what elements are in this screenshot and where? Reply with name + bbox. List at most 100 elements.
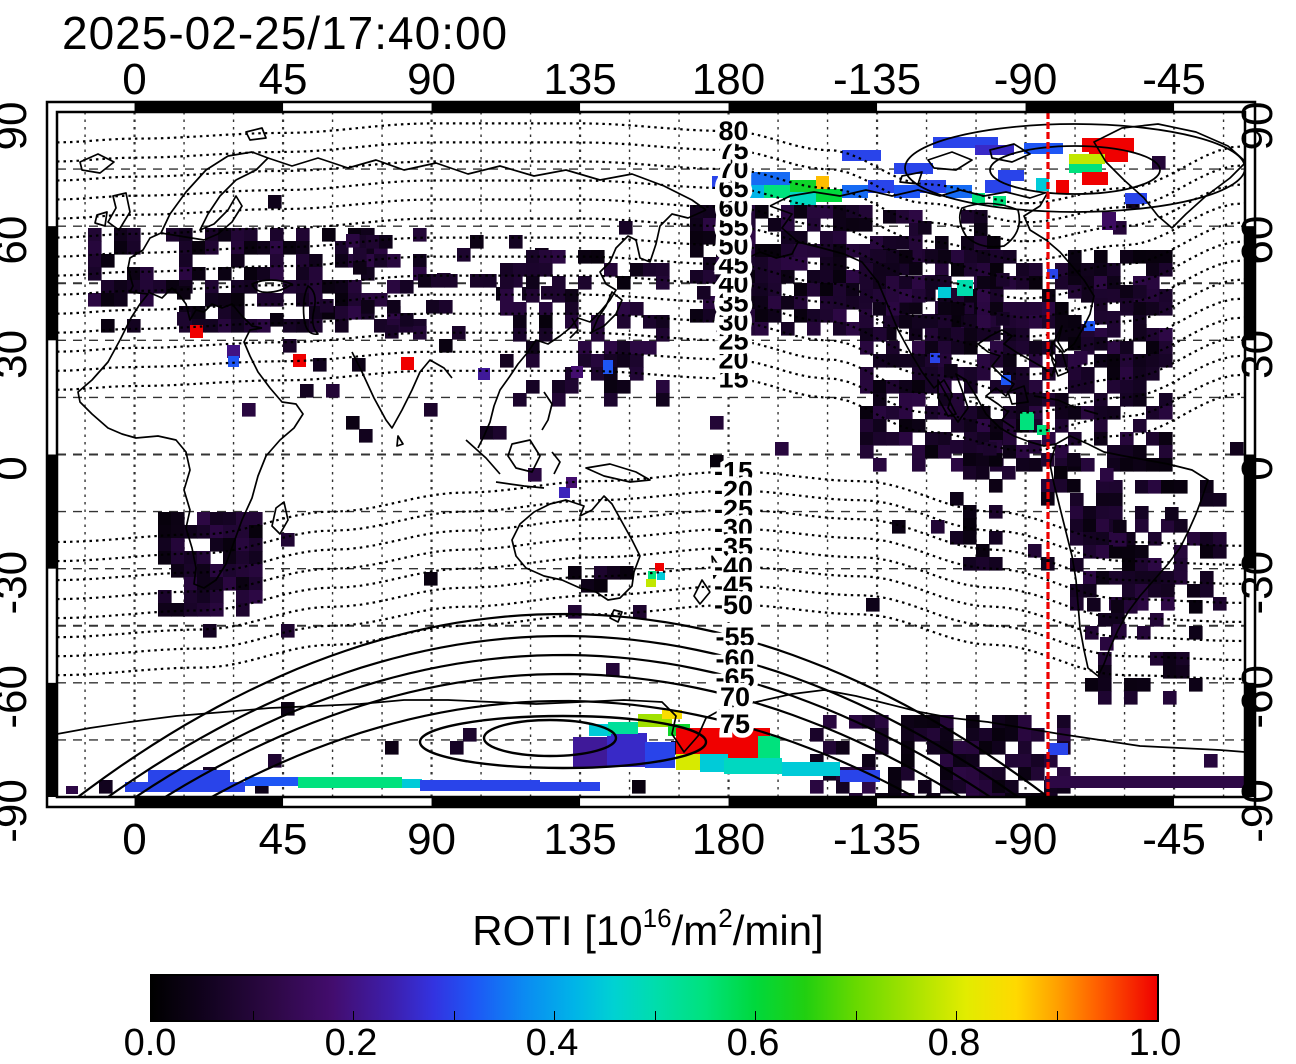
coastline-path [251, 279, 293, 294]
colorbar-tick-label: 1.0 [1128, 1022, 1182, 1064]
plot-title: 2025-02-25/17:40:00 [62, 7, 509, 59]
contour-labels: 1520253035404550556065707580-15-20-25-30… [709, 112, 759, 744]
axis-tick-label: -60 [1233, 665, 1282, 729]
coastline-path [1033, 395, 1077, 409]
axis-tick-label: -90 [994, 55, 1058, 104]
contour-label: 75 [718, 135, 748, 165]
roti-data-cells [66, 137, 1245, 797]
coastline-path [351, 351, 453, 429]
axis-tick-label: 90 [0, 102, 36, 151]
coastline-path [511, 495, 641, 601]
coastline-path [591, 291, 623, 333]
contour-label: 25 [718, 325, 748, 355]
colorbar-minor-tick [855, 1011, 857, 1020]
colorbar-title-exp1: 16 [642, 903, 672, 933]
colorbar-tick-label: 0.8 [927, 1022, 981, 1064]
coastline-path [147, 287, 263, 329]
coastline-path [245, 127, 267, 141]
axis-tick-label: 30 [1233, 330, 1282, 379]
axis-tick-label: 90 [407, 815, 456, 864]
axis-tick-label: 90 [407, 55, 456, 104]
contour-label: -35 [714, 533, 753, 563]
contour-label: -45 [714, 571, 753, 601]
contour-label: 80 [718, 116, 748, 146]
coastline-path [989, 143, 1031, 163]
contour-label: 70 [720, 682, 750, 712]
axis-labels: 0045459090135135180180-135-135-90-90-45-… [0, 55, 1282, 864]
contour-label: -15 [714, 457, 753, 487]
axis-tick-label: 90 [1233, 102, 1282, 151]
coastline-path [711, 555, 721, 579]
axis-tick-label: 45 [259, 55, 308, 104]
coastline-path [495, 481, 545, 489]
coastline-path [271, 501, 289, 535]
contour-label: 30 [718, 306, 748, 336]
contour-label: 70 [718, 154, 748, 184]
coastline-path [958, 202, 1021, 248]
colorbar-minor-tick [554, 1011, 555, 1020]
colorbar-minor-tick [654, 1011, 656, 1020]
coastline-path [899, 171, 923, 185]
coastline-path [609, 609, 623, 623]
axis-tick-label: -90 [1233, 779, 1282, 843]
coastline-path [1051, 341, 1069, 377]
coastline-path [77, 232, 304, 589]
axis-tick-label: -60 [0, 665, 36, 729]
world-map-plot: 0045459090135135180180-135-135-90-90-45-… [0, 55, 1282, 864]
contour-label: 55 [718, 211, 748, 241]
colorbar-title-exp2: 2 [718, 903, 733, 933]
axis-tick-label: -135 [833, 815, 921, 864]
coastline-path [541, 391, 553, 431]
colorbar-title: ROTI [1016/m2/min] [0, 903, 1296, 955]
colorbar-tick-label: 0.2 [324, 1022, 378, 1064]
coastline-path [551, 451, 561, 475]
colorbar-minor-tick [1056, 1011, 1058, 1020]
coastline-path [396, 435, 404, 447]
coastline-path [57, 689, 1245, 753]
colorbar-minor-tick [755, 1011, 756, 1020]
contour-label: 40 [718, 268, 748, 298]
colorbar-title-suffix: /min] [732, 907, 824, 954]
coastline-path [107, 192, 131, 231]
colorbar-minor-tick [453, 1011, 455, 1020]
coastline-path [79, 153, 115, 174]
contour-label: -50 [714, 590, 753, 620]
contour-label: -55 [715, 622, 754, 652]
coastline-path [1093, 123, 1245, 229]
axis-tick-label: 135 [543, 55, 616, 104]
axis-tick-label: 180 [692, 55, 765, 104]
axis-tick-label: 60 [0, 216, 36, 265]
axis-tick-label: -30 [0, 551, 36, 615]
coastline-path [569, 317, 579, 339]
colorbar-tick-label: 0.0 [123, 1022, 177, 1064]
axis-tick-label: 0 [0, 456, 36, 480]
contour-label: -25 [714, 495, 753, 525]
axis-tick-label: 0 [1233, 456, 1282, 480]
colorbar-minor-tick [353, 1011, 354, 1020]
axis-tick-label: -45 [1142, 55, 1206, 104]
coastline-path [747, 205, 799, 259]
contour-label: 75 [720, 709, 750, 739]
axis-tick-label: -45 [1142, 815, 1206, 864]
contour-label: 35 [718, 287, 748, 317]
contour-label: -60 [715, 644, 754, 674]
coastline-path [1083, 409, 1099, 415]
contour-label: 50 [718, 230, 748, 260]
coastline-path [507, 439, 541, 473]
coastline-path [769, 189, 1095, 429]
contour-label: -30 [714, 514, 753, 544]
contour-label: -40 [714, 552, 753, 582]
colorbar-tick-labels: 0.0 0.2 0.4 0.6 0.8 1.0 [124, 1022, 1182, 1064]
axis-tick-label: 45 [259, 815, 308, 864]
contour-label: -20 [714, 476, 753, 506]
colorbar-title-prefix: ROTI [10 [472, 907, 643, 954]
axis-tick-label: 60 [1233, 216, 1282, 265]
contour-label: 60 [718, 192, 748, 222]
colorbar-title-mid: /m [671, 907, 719, 954]
axis-tick-label: -90 [994, 815, 1058, 864]
colorbar-minor-tick [252, 1011, 254, 1020]
coastline-path [693, 579, 711, 605]
coastline-path [302, 285, 319, 336]
coastline-path [160, 151, 269, 241]
